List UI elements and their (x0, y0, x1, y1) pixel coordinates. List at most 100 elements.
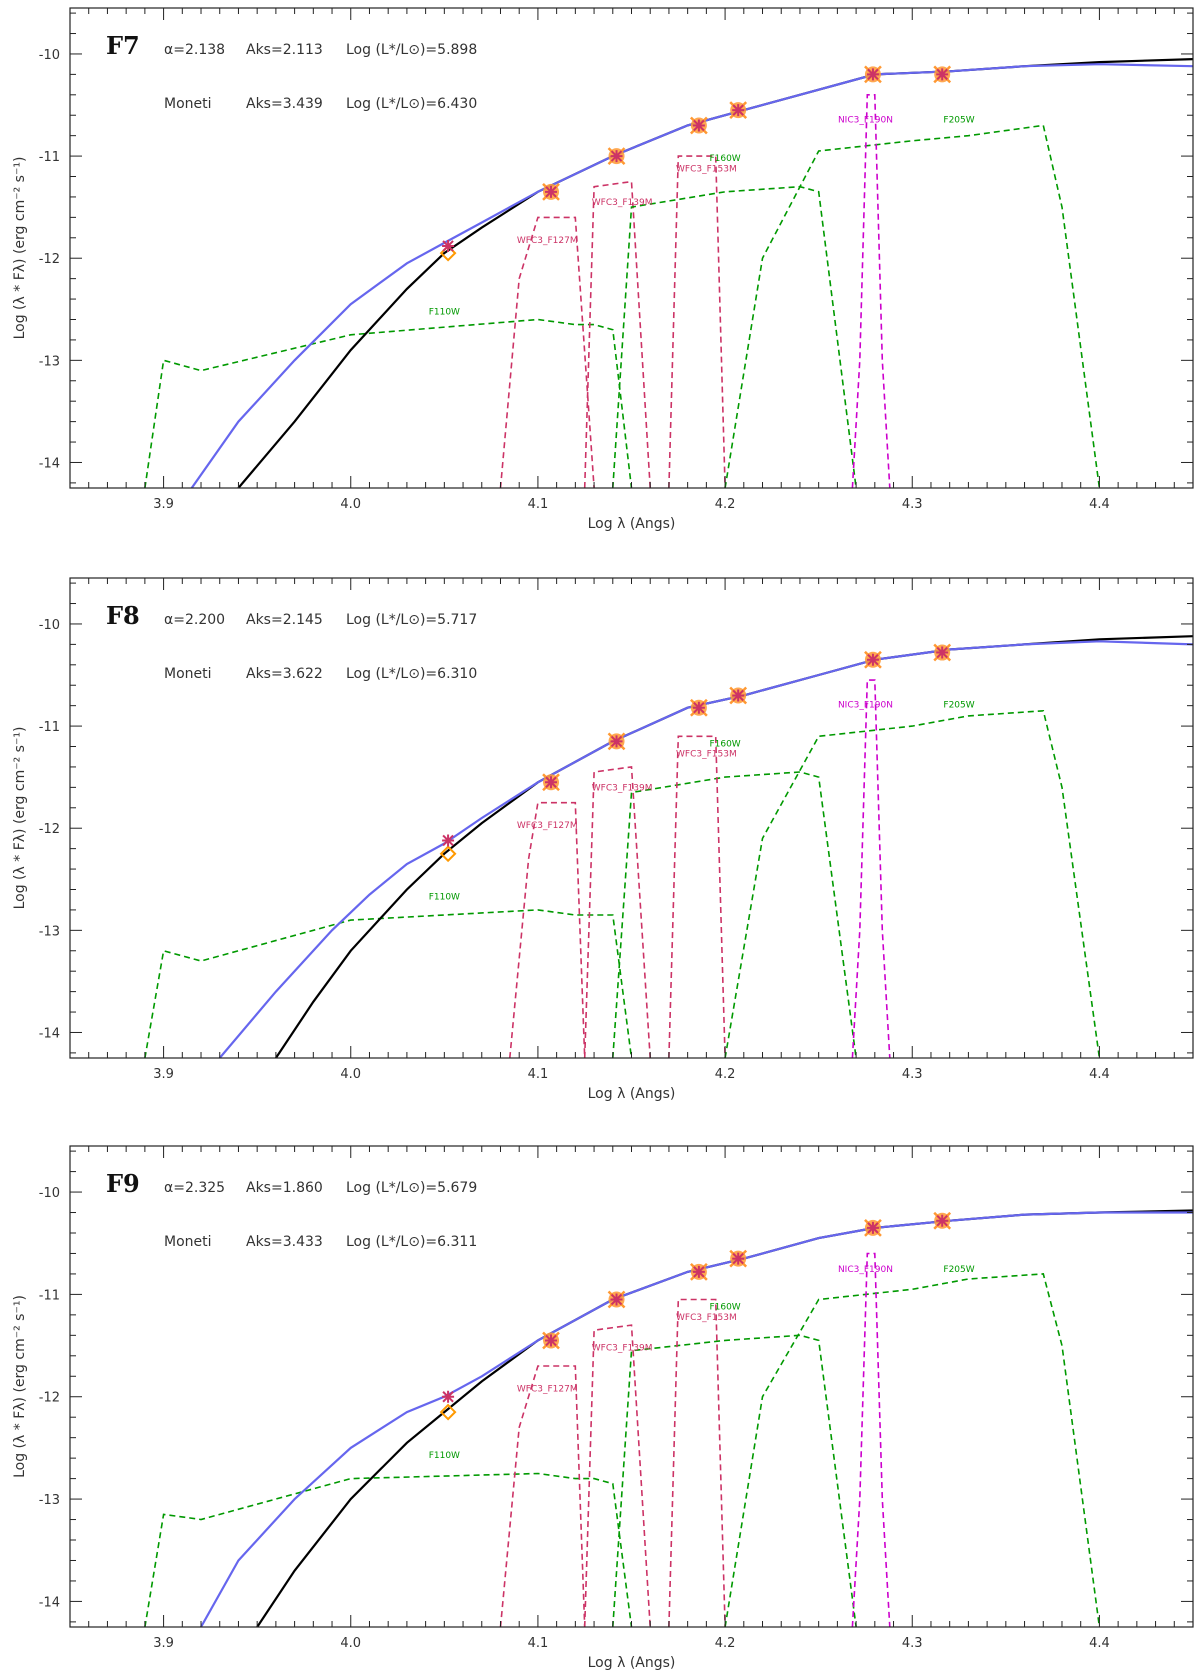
photometry-point (933, 1211, 952, 1230)
plot-area (144, 635, 1193, 1058)
moneti-aks-value: Aks=3.439 (246, 96, 323, 112)
filter-label-WFC3_F153M: WFC3_F153M (676, 164, 737, 174)
moneti-label: Moneti (164, 666, 212, 682)
x-tick-label: 4.2 (715, 1067, 736, 1082)
filter-curve-F110W (144, 318, 633, 488)
y-tick-label: -14 (39, 1595, 60, 1610)
filter-label-WFC3_F139M: WFC3_F139M (592, 198, 653, 208)
y-tick-label: -10 (39, 48, 60, 63)
observed-flux-asterisk (692, 1265, 705, 1278)
y-tick-label: -14 (39, 456, 60, 471)
y-tick-label: -14 (39, 1026, 60, 1041)
x-axis-label: Log λ (Angs) (588, 516, 676, 532)
plot-area (144, 1209, 1193, 1627)
y-tick-label: -13 (39, 924, 60, 939)
luminosity-value: Log (L*/L⊙)=5.717 (346, 612, 477, 628)
filter-label-F205W: F205W (943, 1265, 974, 1275)
filter-curve-WFC3_F153M (668, 1298, 726, 1627)
spectrum-model-blue (218, 640, 1193, 1058)
luminosity-value: Log (L*/L⊙)=5.679 (346, 1180, 477, 1196)
filter-curve-F160W (612, 1334, 857, 1627)
moneti-luminosity-value: Log (L*/L⊙)=6.311 (346, 1234, 477, 1250)
plot-frame (69, 1145, 1194, 1628)
observed-flux-asterisk (936, 68, 949, 81)
panel-name: F9 (106, 1169, 140, 1198)
observed-flux-asterisk (692, 701, 705, 714)
alpha-value: α=2.200 (164, 612, 225, 628)
panel-F8: F110W WFC3_F127M WFC3_F139M F160WWFC3_F153M… (12, 577, 1194, 1102)
observed-flux-asterisk (692, 119, 705, 132)
filter-label-WFC3_F153M: WFC3_F153M (676, 750, 737, 760)
y-axis-label: Log (λ * Fλ) (erg cm⁻² s⁻¹) (12, 1295, 28, 1478)
y-tick-label: -10 (39, 618, 60, 633)
panel-F9: F110W WFC3_F127M WFC3_F139M F160WWFC3_F153M… (12, 1145, 1194, 1671)
y-axis-label: Log (λ * Fλ) (erg cm⁻² s⁻¹) (12, 157, 28, 340)
photometry-point (864, 65, 882, 84)
photometry-point (864, 650, 882, 669)
observed-flux-asterisk (866, 68, 879, 81)
filter-label-WFC3_F127M: WFC3_F127M (517, 821, 578, 831)
moneti-label: Moneti (164, 1234, 212, 1250)
photometry-point (439, 1390, 457, 1421)
photometry-point (607, 1290, 626, 1309)
observed-flux-asterisk (610, 1293, 623, 1306)
observed-flux-asterisk (610, 735, 623, 748)
x-tick-label: 3.9 (153, 1636, 174, 1651)
filter-curve-F205W (724, 709, 1101, 1058)
photometry-point (689, 698, 708, 717)
x-tick-label: 4.4 (1089, 497, 1110, 512)
x-tick-label: 3.9 (153, 497, 174, 512)
moneti-luminosity-value: Log (L*/L⊙)=6.310 (346, 666, 477, 682)
x-tick-label: 4.1 (528, 1067, 549, 1082)
x-tick-label: 4.4 (1089, 1636, 1110, 1651)
x-axis-label: Log λ (Angs) (588, 1086, 676, 1102)
observed-flux-asterisk (732, 104, 745, 117)
luminosity-value: Log (L*/L⊙)=5.898 (346, 42, 477, 58)
filter-curve-NIC3_F190N (851, 1252, 891, 1627)
photometry-point (542, 182, 560, 201)
observed-flux-asterisk (442, 239, 455, 252)
y-tick-label: -12 (39, 1391, 60, 1406)
filter-label-WFC3_F127M: WFC3_F127M (517, 1385, 578, 1395)
alpha-value: α=2.325 (164, 1180, 225, 1196)
x-tick-label: 4.4 (1089, 1067, 1110, 1082)
x-axis-label: Log λ (Angs) (588, 1655, 676, 1671)
plot-frame (69, 577, 1194, 1059)
y-tick-label: -12 (39, 252, 60, 267)
observed-flux-asterisk (545, 776, 558, 789)
observed-flux-asterisk (732, 689, 745, 702)
x-tick-label: 4.0 (340, 1067, 361, 1082)
observed-flux-asterisk (545, 185, 558, 198)
observed-flux-asterisk (545, 1334, 558, 1347)
filter-label-F160W: F160W (709, 740, 740, 750)
observed-flux-asterisk (866, 653, 879, 666)
moneti-aks-value: Aks=3.622 (246, 666, 323, 682)
aks-value: Aks=1.860 (246, 1180, 323, 1196)
filter-label-F110W: F110W (429, 893, 460, 903)
filter-label-WFC3_F139M: WFC3_F139M (592, 1344, 653, 1354)
moneti-label: Moneti (164, 96, 212, 112)
filter-label-F160W: F160W (709, 154, 740, 164)
x-tick-label: 4.3 (902, 497, 923, 512)
photometry-point (607, 732, 626, 751)
y-tick-label: -12 (39, 822, 60, 837)
photometry-point (542, 773, 560, 792)
filter-curve-WFC3_F153M (668, 735, 726, 1058)
photometry-point (933, 65, 952, 84)
filter-curve-WFC3_F139M (583, 180, 651, 488)
filter-label-WFC3_F127M: WFC3_F127M (517, 236, 578, 246)
moneti-luminosity-value: Log (L*/L⊙)=6.430 (346, 96, 477, 112)
photometry-point (729, 1249, 748, 1268)
filter-curve-WFC3_F153M (668, 155, 726, 488)
filter-label-F205W: F205W (943, 115, 974, 125)
y-tick-label: -11 (39, 720, 60, 735)
photometry-point (689, 1262, 708, 1281)
photometry-point (933, 643, 952, 662)
filter-label-NIC3_F190N: NIC3_F190N (838, 115, 893, 125)
x-tick-label: 3.9 (153, 1067, 174, 1082)
filter-curve-F110W (144, 909, 633, 1058)
filter-curve-F160W (612, 771, 857, 1058)
x-tick-label: 4.1 (528, 1636, 549, 1651)
observed-flux-asterisk (732, 1252, 745, 1265)
y-tick-label: -13 (39, 1493, 60, 1508)
